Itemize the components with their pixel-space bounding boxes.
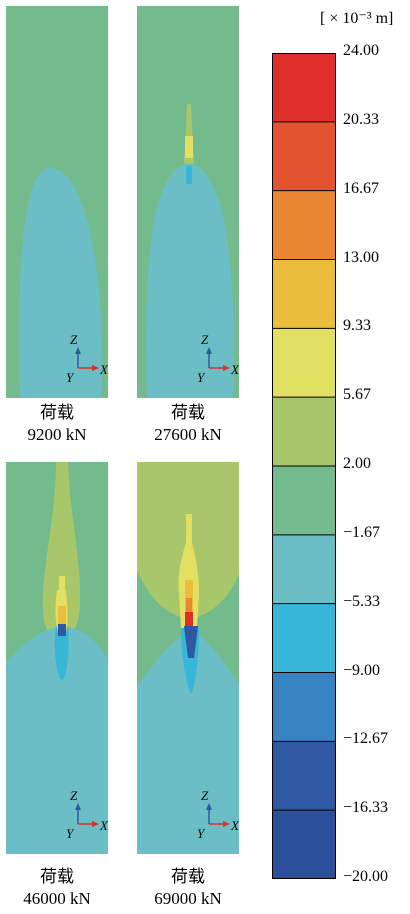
colorbar-band bbox=[272, 121, 336, 191]
colorbar-band bbox=[272, 190, 336, 260]
colorbar-tick-label: −16.33 bbox=[343, 799, 389, 817]
axis-label-z: Z bbox=[201, 332, 209, 347]
colorbar-band bbox=[272, 603, 336, 673]
caption-value: 27600 kN bbox=[154, 425, 222, 444]
colorbar-tick-label: −20.00 bbox=[343, 868, 389, 885]
axis-triad: Z Y X bbox=[197, 332, 239, 385]
axis-label-x: X bbox=[230, 818, 239, 833]
colorbar-band bbox=[272, 328, 336, 398]
colorbar-tick-label: 2.00 bbox=[343, 455, 371, 472]
caption-label: 荷载 bbox=[171, 403, 205, 422]
colorbar-tick-label: 9.33 bbox=[343, 317, 371, 335]
axis-label-x: X bbox=[230, 362, 239, 377]
axis-label-y: Y bbox=[197, 826, 206, 841]
axis-label-z: Z bbox=[70, 332, 78, 347]
contour-panel-3: Z Y X bbox=[6, 462, 108, 854]
colorbar-band bbox=[272, 741, 336, 811]
colorbar-unit-label: [ × 10⁻³ m] bbox=[320, 10, 394, 27]
panel-caption-3: 荷载 46000 kN bbox=[0, 866, 122, 910]
axis-label-z: Z bbox=[70, 788, 78, 803]
caption-label: 荷载 bbox=[40, 403, 74, 422]
colorbar-band bbox=[272, 53, 336, 122]
caption-label: 荷载 bbox=[171, 867, 205, 886]
axis-triad: Z Y X bbox=[66, 788, 108, 841]
colorbar-frame bbox=[272, 53, 336, 879]
axis-label-x: X bbox=[99, 818, 108, 833]
colorbar-band bbox=[272, 466, 336, 535]
colorbar-band bbox=[272, 534, 336, 604]
colorbar-tick-label: −12.67 bbox=[343, 730, 389, 748]
axis-label-y: Y bbox=[66, 370, 75, 385]
contour-panel-1: Z Y X bbox=[6, 6, 108, 398]
panel-caption-4: 荷载 69000 kN bbox=[123, 866, 253, 910]
caption-label: 荷载 bbox=[40, 867, 74, 886]
colorbar-tick-label: −9.00 bbox=[343, 661, 381, 679]
colorbar-tick-label: 5.67 bbox=[343, 386, 371, 404]
colorbar-band bbox=[272, 259, 336, 329]
colorbar-band bbox=[272, 397, 336, 466]
colorbar-tick-label: 13.00 bbox=[343, 248, 379, 266]
colorbar-band bbox=[272, 810, 336, 879]
axis-triad: Z Y X bbox=[197, 788, 239, 841]
axis-triad: Z Y X bbox=[66, 332, 108, 385]
colorbar-tick-label: −1.67 bbox=[343, 523, 381, 541]
colorbar-tick-label: 20.33 bbox=[343, 110, 379, 128]
contour-panel-4: Z Y X bbox=[137, 462, 239, 854]
caption-value: 9200 kN bbox=[27, 425, 87, 444]
caption-value: 46000 kN bbox=[23, 889, 91, 908]
colorbar-tick-label: −5.33 bbox=[343, 592, 381, 610]
axis-label-x: X bbox=[99, 362, 108, 377]
axis-label-z: Z bbox=[201, 788, 209, 803]
panel-caption-2: 荷载 27600 kN bbox=[123, 402, 253, 446]
colorbar-tick-label: 24.00 bbox=[343, 42, 379, 59]
colorbar-tick-label: 16.67 bbox=[343, 179, 379, 197]
axis-label-y: Y bbox=[197, 370, 206, 385]
axis-label-y: Y bbox=[66, 826, 75, 841]
panel-caption-1: 荷载 9200 kN bbox=[0, 402, 122, 446]
contour-panel-2: Z Y X bbox=[137, 6, 239, 398]
caption-value: 69000 kN bbox=[154, 889, 222, 908]
colorbar bbox=[272, 53, 336, 879]
colorbar-band bbox=[272, 672, 336, 742]
